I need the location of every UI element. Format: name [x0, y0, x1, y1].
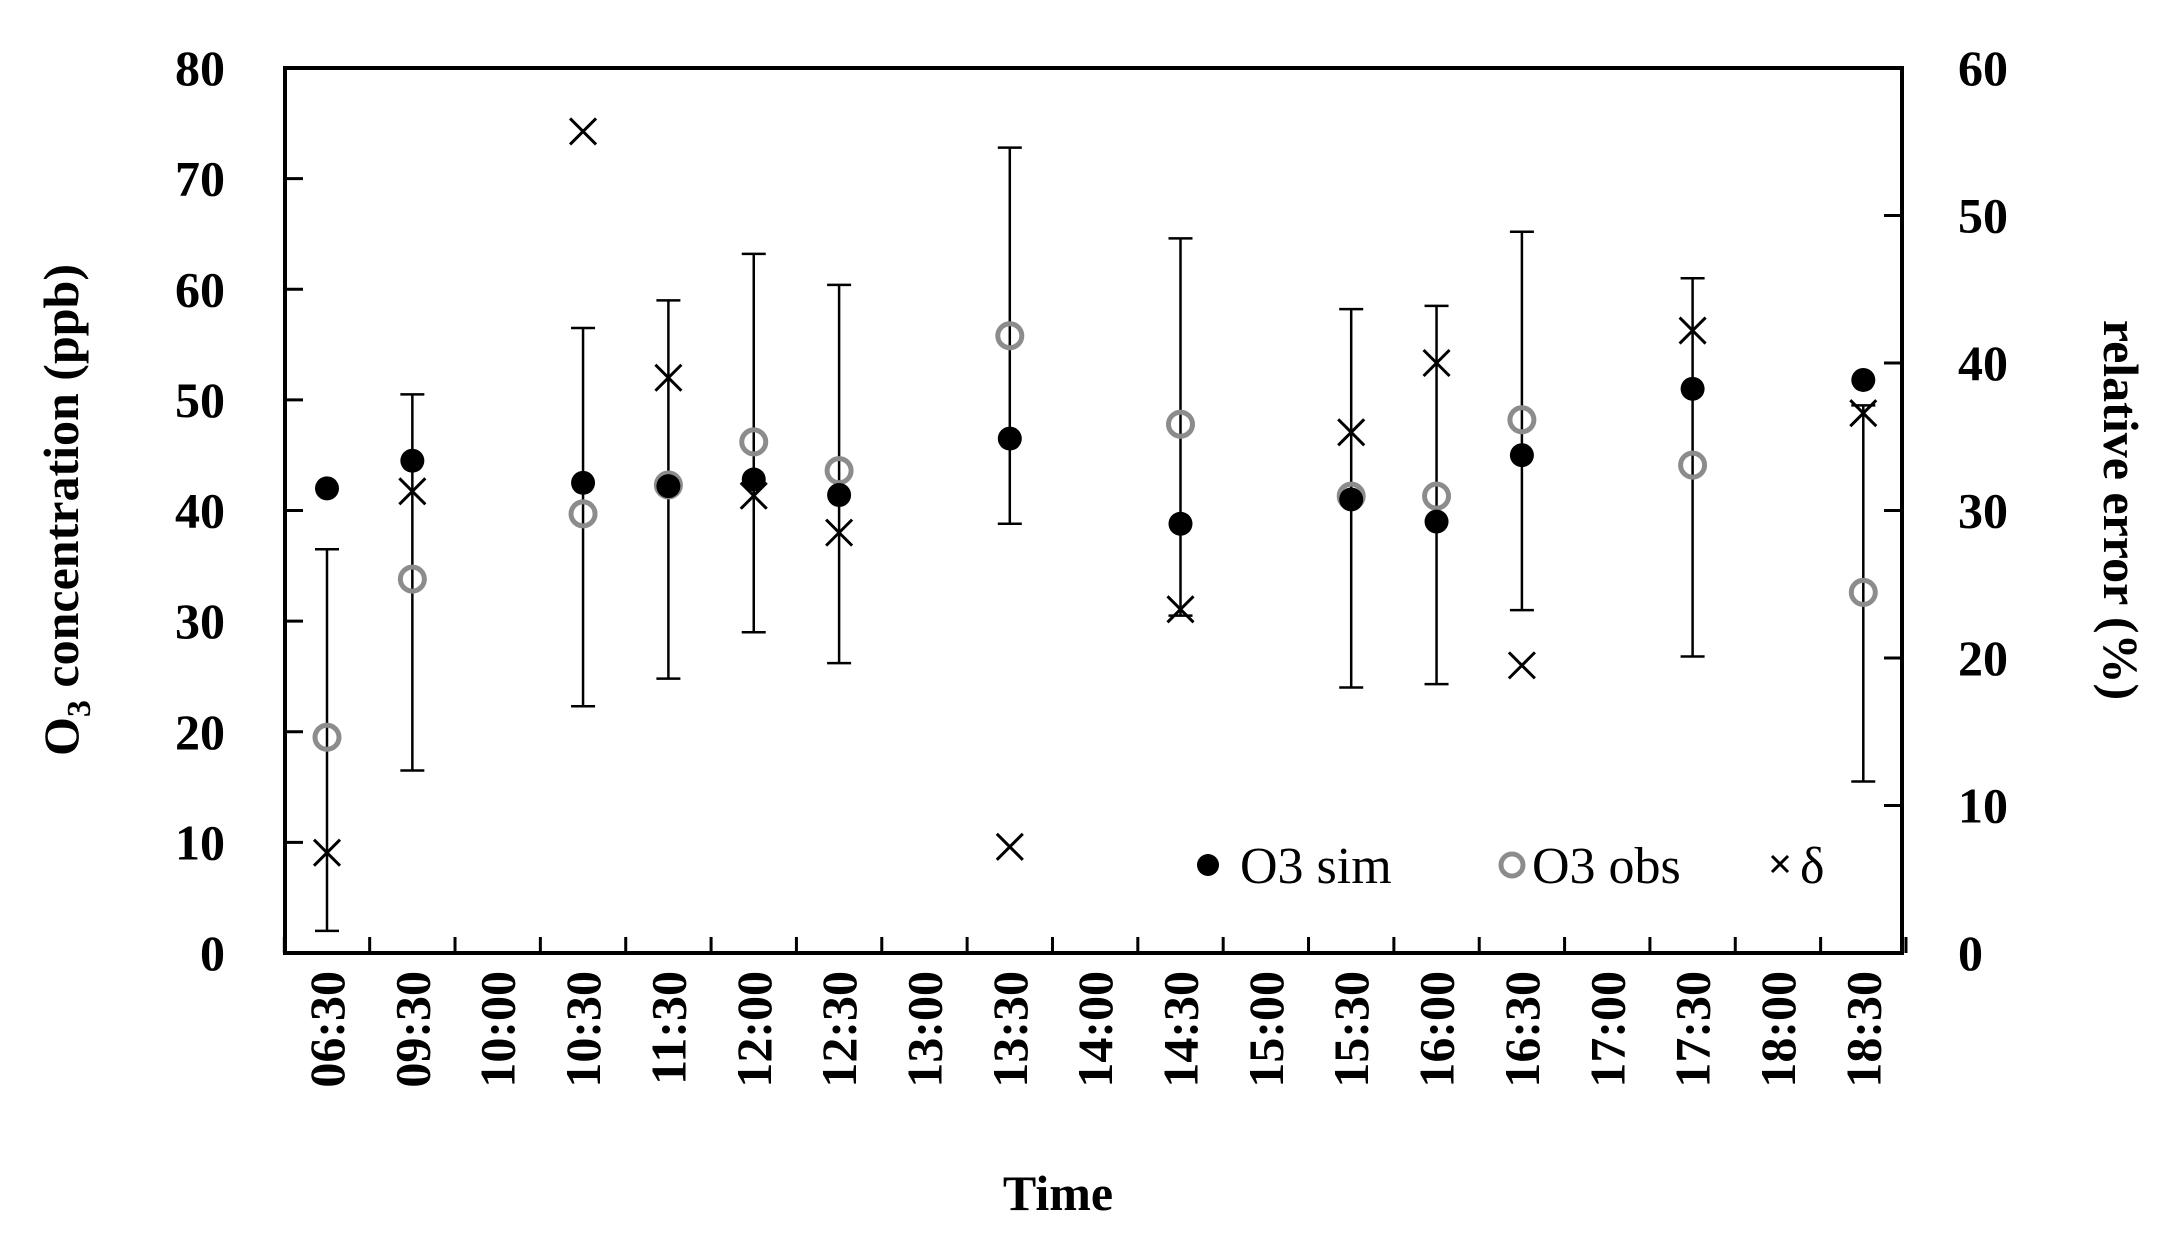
x-axis-ticks: 06:30 09:30 10:00 10:30 11:30 12:00 12:30 13:00…: [282, 937, 1908, 1088]
x-tick-label: 14:30: [1153, 971, 1209, 1088]
obs-point: [1507, 405, 1537, 435]
y-right-tick-label: 20: [1958, 630, 2008, 686]
sim-point: [827, 483, 852, 508]
y-right-tick-label: 30: [1958, 483, 2008, 539]
x-tick-label: 13:30: [982, 971, 1038, 1088]
legend: O3 sim O3 obs δ: [1197, 838, 1825, 895]
y-left-tick-label: 30: [175, 593, 225, 649]
x-tick-label: 18:00: [1750, 971, 1806, 1088]
legend-delta-label: δ: [1800, 838, 1825, 895]
y-right-tick-label: 10: [1958, 778, 2008, 834]
delta-point: [825, 518, 854, 547]
y-axis-right: 0 10 20 30 40 50 60: [1884, 40, 2008, 981]
y-right-tick-label: 40: [1958, 335, 2008, 391]
sim-point: [656, 474, 681, 499]
x-tick-label: 17:00: [1579, 971, 1635, 1088]
delta-point: [654, 363, 683, 392]
sim-point: [1339, 487, 1364, 512]
delta-point: [1507, 651, 1536, 680]
sim-point: [315, 476, 339, 501]
y-right-tick-label: 60: [1958, 40, 2008, 96]
obs-point: [1678, 450, 1708, 480]
obs-point: [1848, 577, 1878, 607]
y-left-tick-label: 40: [175, 483, 225, 539]
obs-point: [568, 499, 598, 529]
sim-point: [1680, 376, 1705, 401]
y-axis-left-title-main: O: [33, 717, 89, 756]
obs-point: [995, 321, 1025, 351]
sim-point: [997, 426, 1022, 451]
y-axis-left-title-rest: concentration (ppb): [33, 264, 89, 700]
x-tick-label: 10:00: [470, 971, 526, 1088]
obs-point: [1422, 481, 1452, 511]
sim-point: [1509, 443, 1534, 468]
delta-point: [312, 838, 342, 867]
sim-point: [1168, 511, 1193, 536]
legend-obs-label: O3 obs: [1532, 838, 1681, 895]
delta-point: [1849, 399, 1878, 428]
y-left-tick-label: 80: [175, 40, 225, 96]
y-left-tick-label: 70: [175, 151, 225, 207]
legend-delta-marker: [1770, 854, 1790, 874]
y-left-tick-label: 20: [175, 704, 225, 760]
y-axis-right-title: relative error (%): [2093, 320, 2149, 700]
delta-point: [1166, 595, 1195, 624]
x-tick-label: 16:30: [1494, 971, 1550, 1088]
data-marks: [312, 117, 1878, 867]
x-tick-label: 15:30: [1323, 971, 1379, 1088]
plot-area: [283, 66, 1904, 955]
delta-point: [1422, 348, 1451, 378]
y-axis-left: 0 10 20 30 40 50 60 70 80: [175, 40, 303, 981]
sim-point: [741, 467, 766, 492]
x-tick-label: 17:30: [1665, 971, 1721, 1088]
y-left-tick-label: 60: [175, 261, 225, 317]
x-tick-label: 12:00: [726, 971, 782, 1088]
delta-point: [568, 117, 598, 146]
y-right-tick-label: 50: [1958, 188, 2008, 244]
obs-point: [397, 564, 427, 594]
y-axis-left-title-subscript: 3: [61, 700, 98, 717]
legend-obs-marker: [1498, 851, 1526, 879]
x-tick-label: 18:30: [1835, 971, 1891, 1088]
x-tick-label: 10:30: [555, 971, 611, 1088]
sim-point: [1851, 367, 1876, 392]
obs-point: [824, 456, 854, 486]
obs-point: [1166, 409, 1195, 439]
obs-point: [739, 427, 769, 457]
x-tick-label: 16:00: [1409, 971, 1465, 1088]
x-tick-label: 13:00: [896, 971, 952, 1088]
y-left-tick-label: 0: [200, 925, 225, 981]
delta-point: [1678, 316, 1707, 345]
x-tick-label: 09:30: [384, 971, 440, 1088]
error-bars: [315, 146, 1876, 933]
x-tick-label: 15:00: [1238, 971, 1294, 1088]
x-tick-label: 14:00: [1067, 971, 1123, 1088]
legend-sim-marker: [1197, 854, 1219, 876]
sim-point: [1424, 509, 1449, 534]
y-left-tick-label: 50: [175, 372, 225, 428]
sim-point: [400, 448, 425, 473]
x-tick-label: 12:30: [811, 971, 867, 1088]
delta-point: [995, 832, 1024, 861]
x-tick-label: 06:30: [299, 971, 355, 1088]
sim-point: [571, 470, 596, 495]
delta-point: [1337, 418, 1366, 447]
y-axis-left-title: O3 concentration (ppb): [33, 264, 98, 756]
obs-point: [312, 722, 342, 752]
legend-sim-label: O3 sim: [1240, 838, 1392, 895]
x-axis-title: Time: [1003, 1165, 1113, 1221]
y-left-tick-label: 10: [175, 814, 225, 870]
y-right-tick-label: 0: [1958, 925, 1983, 981]
x-tick-label: 11:30: [640, 971, 696, 1085]
delta-point: [398, 477, 427, 506]
